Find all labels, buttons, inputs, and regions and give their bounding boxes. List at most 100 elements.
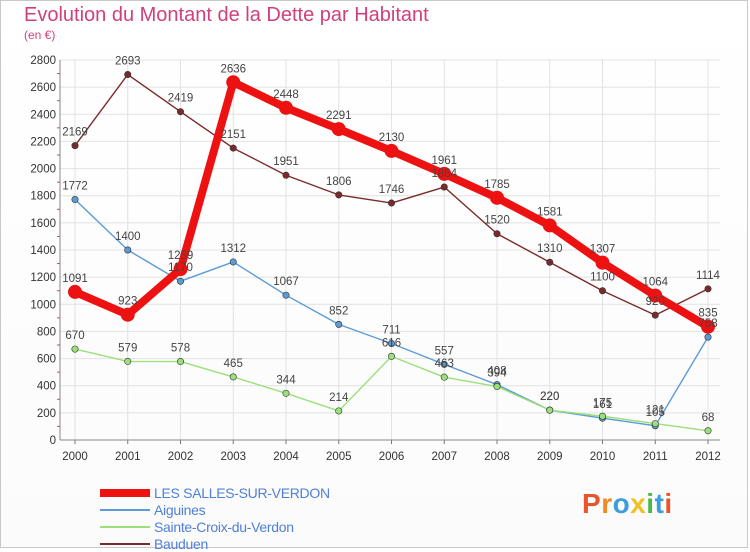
legend-label: Aiguines <box>154 501 206 518</box>
data-label-sainte-croix-du-verdon: 214 <box>329 392 349 404</box>
data-label-sainte-croix-du-verdon: 175 <box>593 397 612 409</box>
data-point-bauduen <box>387 199 395 207</box>
data-point-les-salles-sur-verdon <box>701 319 715 334</box>
data-label-sainte-croix-du-verdon: 579 <box>118 342 137 354</box>
data-label-les-salles-sur-verdon: 2448 <box>273 89 299 101</box>
y-tick-label: 600 <box>37 354 56 366</box>
data-point-sainte-croix-du-verdon <box>282 389 290 397</box>
data-point-aiguines <box>229 258 237 266</box>
y-tick-label: 2800 <box>30 55 56 67</box>
data-label-les-salles-sur-verdon: 923 <box>118 296 137 308</box>
data-point-sainte-croix-du-verdon <box>651 420 659 428</box>
data-label-bauduen: 1100 <box>590 272 615 284</box>
data-label-sainte-croix-du-verdon: 463 <box>435 358 454 370</box>
data-label-bauduen: 920 <box>646 296 665 308</box>
data-label-les-salles-sur-verdon: 1785 <box>484 179 510 191</box>
data-point-aiguines <box>177 277 185 285</box>
legend-swatch <box>100 488 150 497</box>
data-point-bauduen <box>335 191 343 199</box>
data-label-sainte-croix-du-verdon: 394 <box>487 368 507 380</box>
y-tick-label: 2600 <box>30 82 56 94</box>
data-label-sainte-croix-du-verdon: 616 <box>382 337 401 349</box>
data-point-les-salles-sur-verdon <box>68 284 82 299</box>
data-point-aiguines <box>704 333 712 341</box>
data-label-sainte-croix-du-verdon: 68 <box>702 412 715 424</box>
legend-swatch <box>100 508 150 511</box>
chart-subtitle: (en €) <box>24 28 56 42</box>
y-tick-label: 2000 <box>30 164 56 176</box>
data-label-bauduen: 1864 <box>431 168 457 180</box>
data-point-les-salles-sur-verdon <box>490 190 504 205</box>
data-label-les-salles-sur-verdon: 1961 <box>431 155 457 167</box>
x-tick-label: 2003 <box>220 451 246 463</box>
y-tick-label: 1600 <box>30 218 56 230</box>
x-tick-label: 2001 <box>115 451 141 463</box>
legend-item: Bauduen <box>100 535 330 552</box>
y-tick-label: 1400 <box>30 245 56 257</box>
data-label-sainte-croix-du-verdon: 670 <box>65 330 84 342</box>
data-point-bauduen <box>229 144 237 152</box>
logo-letter: x <box>630 488 647 519</box>
y-tick-label: 400 <box>37 381 56 393</box>
data-label-les-salles-sur-verdon: 1091 <box>62 273 88 285</box>
x-tick-label: 2002 <box>168 451 194 463</box>
logo-letter: P <box>582 488 602 519</box>
data-point-aiguines <box>335 320 343 328</box>
data-label-bauduen: 1806 <box>326 176 352 188</box>
data-point-aiguines <box>124 246 132 254</box>
data-point-aiguines <box>282 291 290 299</box>
data-point-bauduen <box>124 71 132 79</box>
y-tick-label: 2200 <box>30 136 56 148</box>
x-tick-label: 2007 <box>431 451 457 463</box>
proxiti-logo: Proxiti <box>582 488 673 520</box>
legend-swatch <box>100 542 150 545</box>
x-tick-label: 2011 <box>643 451 668 463</box>
data-point-sainte-croix-du-verdon <box>704 427 712 435</box>
legend-item: Sainte-Croix-du-Verdon <box>100 518 330 535</box>
y-tick-label: 0 <box>50 435 56 447</box>
data-label-aiguines: 1312 <box>220 243 246 255</box>
logo-letter: r <box>601 488 613 519</box>
x-tick-label: 2009 <box>537 451 563 463</box>
data-point-sainte-croix-du-verdon <box>440 373 448 381</box>
x-tick-label: 2012 <box>695 451 721 463</box>
data-point-les-salles-sur-verdon <box>384 143 399 158</box>
data-point-sainte-croix-du-verdon <box>493 383 501 391</box>
data-label-les-salles-sur-verdon: 1064 <box>642 277 668 289</box>
data-point-sainte-croix-du-verdon <box>546 406 554 414</box>
data-label-sainte-croix-du-verdon: 344 <box>276 374 296 386</box>
data-point-aiguines <box>71 196 79 204</box>
data-label-les-salles-sur-verdon: 835 <box>698 308 717 320</box>
legend-swatch <box>100 525 150 528</box>
y-tick-label: 1200 <box>30 272 56 284</box>
data-label-aiguines: 220 <box>540 391 559 403</box>
data-label-sainte-croix-du-verdon: 121 <box>646 405 665 417</box>
data-point-sainte-croix-du-verdon <box>387 352 395 360</box>
data-point-sainte-croix-du-verdon <box>177 358 185 366</box>
data-label-bauduen: 2151 <box>220 129 246 141</box>
data-point-sainte-croix-du-verdon <box>598 412 606 420</box>
data-label-sainte-croix-du-verdon: 465 <box>224 358 243 370</box>
data-point-bauduen <box>493 230 501 238</box>
data-label-les-salles-sur-verdon: 2130 <box>379 132 405 144</box>
data-point-les-salles-sur-verdon <box>648 288 663 303</box>
data-label-bauduen: 2693 <box>115 56 141 68</box>
data-label-aiguines: 758 <box>698 318 717 330</box>
chart-title: Evolution du Montant de la Dette par Hab… <box>24 4 429 26</box>
data-point-sainte-croix-du-verdon <box>71 345 79 353</box>
data-label-aiguines: 1772 <box>62 181 88 193</box>
data-point-bauduen <box>704 285 712 293</box>
data-label-les-salles-sur-verdon: 1259 <box>168 250 194 262</box>
legend-item: LES SALLES-SUR-VERDON <box>100 484 330 501</box>
data-label-aiguines: 711 <box>382 325 400 337</box>
data-label-bauduen: 2169 <box>62 127 88 139</box>
data-label-bauduen: 1310 <box>537 243 563 255</box>
data-label-aiguines: 557 <box>435 345 454 357</box>
data-label-les-salles-sur-verdon: 1307 <box>590 244 616 256</box>
x-tick-label: 2004 <box>273 451 299 463</box>
data-point-les-salles-sur-verdon <box>542 218 557 233</box>
data-label-sainte-croix-du-verdon: 578 <box>171 343 190 355</box>
data-label-bauduen: 1520 <box>484 215 510 227</box>
y-tick-label: 800 <box>37 326 56 338</box>
